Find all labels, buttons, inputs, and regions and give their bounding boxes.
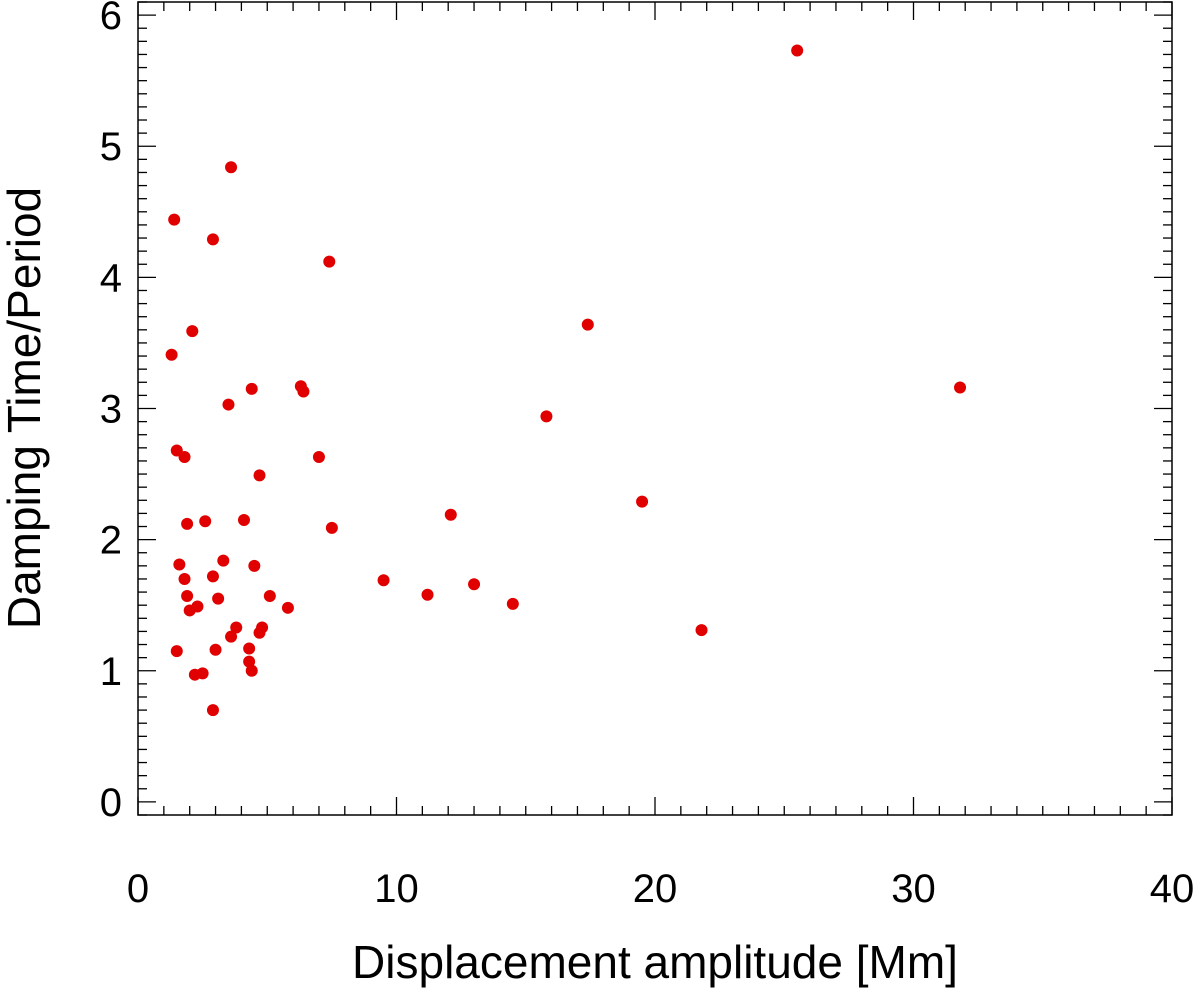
data-point <box>248 559 261 572</box>
data-point <box>212 592 225 605</box>
data-point <box>954 381 967 394</box>
data-point <box>312 451 325 464</box>
data-point <box>243 642 256 655</box>
data-point <box>191 600 204 613</box>
data-point <box>297 385 310 398</box>
y-axis-title: Damping Time/Period <box>0 187 50 629</box>
data-point <box>178 572 191 585</box>
data-point <box>196 667 209 680</box>
y-tick-label: 2 <box>100 519 122 563</box>
data-point <box>209 643 222 656</box>
data-point <box>506 597 519 610</box>
data-point <box>181 517 194 530</box>
data-point <box>222 398 235 411</box>
data-point <box>540 410 553 423</box>
data-point <box>206 570 219 583</box>
data-points <box>165 44 967 717</box>
data-point <box>186 325 199 338</box>
data-point <box>170 645 183 658</box>
data-point <box>173 558 186 571</box>
x-tick-label: 20 <box>633 867 678 911</box>
data-point <box>281 601 294 614</box>
data-point <box>636 495 649 508</box>
data-point <box>256 621 269 634</box>
x-tick-label: 0 <box>127 867 149 911</box>
y-tick-label: 5 <box>100 125 122 169</box>
data-point <box>243 655 256 668</box>
data-point <box>695 624 708 637</box>
data-point <box>421 588 434 601</box>
x-tick-label: 30 <box>891 867 936 911</box>
data-point <box>237 513 250 526</box>
data-point <box>165 348 178 361</box>
data-point <box>581 318 594 331</box>
data-point <box>181 590 194 603</box>
data-point <box>791 44 804 57</box>
data-point <box>206 704 219 717</box>
data-point <box>468 578 481 591</box>
x-axis-title: Displacement amplitude [Mm] <box>352 936 958 988</box>
data-point <box>253 469 266 482</box>
tick-labels: 0 10 20 30 40 0 1 2 3 4 5 6 <box>100 0 1195 911</box>
plot-frame <box>137 1 1173 816</box>
y-tick-label: 6 <box>100 0 122 38</box>
data-point <box>217 554 230 567</box>
data-point <box>245 664 258 677</box>
data-point <box>325 521 338 534</box>
data-point <box>444 508 457 521</box>
y-tick-label: 4 <box>100 256 122 300</box>
x-tick-label: 10 <box>374 867 419 911</box>
data-point <box>263 590 276 603</box>
y-tick-label: 3 <box>100 388 122 432</box>
y-tick-label: 0 <box>100 781 122 825</box>
data-point <box>245 382 258 395</box>
data-point <box>178 451 191 464</box>
data-point <box>168 213 181 226</box>
axis-ticks <box>137 1 1173 816</box>
y-tick-label: 1 <box>100 650 122 694</box>
data-point <box>230 621 243 634</box>
data-point <box>323 255 336 268</box>
x-tick-label: 40 <box>1150 867 1195 911</box>
data-point <box>225 161 238 174</box>
data-point <box>377 574 390 587</box>
data-point <box>199 515 212 528</box>
data-point <box>225 630 238 643</box>
data-point <box>206 233 219 246</box>
